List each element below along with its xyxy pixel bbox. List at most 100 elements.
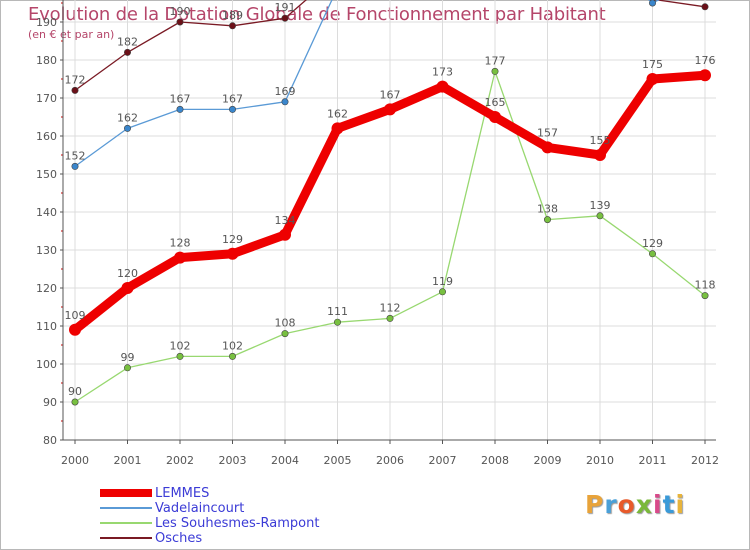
x-tick-label: 2010 [586, 454, 614, 467]
legend-label-vadelaincourt: Vadelaincourt [155, 500, 245, 516]
data-label-lemmes: 109 [65, 309, 86, 322]
chart-subtitle: (en € et par an) [28, 28, 115, 41]
proxiti-logo: Proxiti [585, 490, 685, 519]
data-point-lemmes [646, 73, 659, 85]
data-point-osches [229, 22, 237, 30]
data-label-lemmes: 128 [170, 237, 191, 250]
data-point-les-souhesmes-rampont [438, 288, 446, 296]
data-point-les-souhesmes-rampont [124, 364, 132, 372]
data-label-lemmes: 175 [642, 58, 663, 71]
data-label-vadelaincourt: 162 [117, 111, 138, 124]
y-tick-label: 150 [36, 168, 57, 181]
x-tick-label: 2006 [376, 454, 404, 467]
data-label-les-souhesmes-rampont: 99 [121, 351, 135, 364]
data-label-vadelaincourt: 152 [65, 149, 86, 162]
x-tick-label: 2012 [691, 454, 719, 467]
legend-swatch-vadelaincourt [100, 507, 152, 509]
y-tick-label: 160 [36, 130, 57, 143]
data-point-les-souhesmes-rampont [701, 292, 709, 300]
data-label-vadelaincourt: 167 [170, 92, 191, 105]
data-point-lemmes [699, 69, 711, 82]
data-point-lemmes [331, 122, 344, 135]
data-point-lemmes [174, 251, 186, 264]
data-point-osches [176, 18, 184, 26]
logo-letter: x [635, 490, 653, 519]
data-point-les-souhesmes-rampont [281, 330, 289, 338]
data-point-les-souhesmes-rampont [333, 318, 341, 326]
data-point-les-souhesmes-rampont [543, 216, 551, 224]
data-label-lemmes: 173 [432, 66, 453, 79]
data-label-les-souhesmes-rampont: 111 [327, 305, 348, 318]
data-label-vadelaincourt: 169 [275, 85, 296, 98]
data-label-les-souhesmes-rampont: 102 [170, 339, 191, 352]
data-point-les-souhesmes-rampont [71, 398, 79, 406]
data-point-lemmes [226, 247, 239, 260]
data-point-vadelaincourt [649, 0, 656, 7]
data-point-vadelaincourt [176, 105, 184, 113]
legend-label-les-souhesmes-rampont: Les Souhesmes-Rampont [155, 515, 320, 531]
logo-letter: i [675, 490, 686, 519]
data-label-les-souhesmes-rampont: 138 [537, 203, 558, 216]
data-label-les-souhesmes-rampont: 102 [222, 339, 243, 352]
legend-label-osches: Osches [155, 530, 203, 546]
data-point-les-souhesmes-rampont [596, 212, 604, 220]
y-tick-label: 120 [36, 282, 57, 295]
y-tick-label: 170 [36, 92, 57, 105]
data-label-lemmes: 155 [590, 134, 611, 147]
data-label-les-souhesmes-rampont: 118 [695, 279, 716, 292]
data-point-vadelaincourt [229, 105, 237, 113]
legend-item-les-souhesmes-rampont: Les Souhesmes-Rampont [100, 515, 320, 531]
data-point-les-souhesmes-rampont [176, 352, 184, 360]
legend-swatch-lemmes [100, 489, 152, 497]
data-point-lemmes [279, 228, 291, 241]
data-point-lemmes [436, 80, 449, 93]
data-label-osches: 194 [695, 0, 716, 3]
x-tick-label: 2009 [534, 454, 562, 467]
chart-title: Evolution de la Dotation Globale de Fonc… [28, 4, 606, 25]
data-point-lemmes [594, 149, 606, 161]
y-tick-label: 180 [36, 54, 57, 67]
logo-letter: r [604, 490, 618, 519]
y-tick-label: 110 [36, 320, 57, 333]
data-label-lemmes: 176 [695, 54, 716, 67]
data-point-osches [71, 86, 79, 94]
x-tick-label: 2002 [166, 454, 194, 467]
y-tick-label: 90 [43, 396, 57, 409]
legend-swatch-osches [100, 537, 152, 539]
data-point-vadelaincourt [124, 124, 132, 132]
data-point-vadelaincourt [281, 98, 289, 106]
legend-swatch-les-souhesmes-rampont [100, 522, 152, 524]
y-tick-label: 100 [36, 358, 57, 371]
logo-letter: i [653, 490, 663, 519]
data-label-osches: 172 [65, 73, 86, 86]
data-point-les-souhesmes-rampont [648, 250, 656, 258]
data-point-lemmes [489, 111, 501, 123]
x-tick-label: 2011 [639, 454, 667, 467]
data-point-osches [124, 48, 132, 56]
x-tick-label: 2001 [114, 454, 142, 467]
y-tick-label: 80 [43, 434, 57, 447]
legend-item-osches: Osches [100, 530, 203, 546]
data-point-vadelaincourt [71, 162, 79, 170]
data-label-les-souhesmes-rampont: 112 [380, 301, 401, 314]
data-label-osches: 191 [275, 1, 296, 14]
data-point-lemmes [121, 282, 134, 294]
data-label-lemmes: 162 [327, 107, 348, 120]
x-tick-label: 2005 [324, 454, 352, 467]
data-point-osches [701, 3, 709, 11]
data-label-osches: 190 [170, 5, 191, 18]
data-label-les-souhesmes-rampont: 119 [432, 275, 453, 288]
data-label-les-souhesmes-rampont: 177 [485, 54, 506, 67]
x-tick-label: 2007 [429, 454, 457, 467]
y-tick-label: 140 [36, 206, 57, 219]
data-label-les-souhesmes-rampont: 129 [642, 237, 663, 250]
y-tick-label: 130 [36, 244, 57, 257]
data-label-les-souhesmes-rampont: 139 [590, 199, 611, 212]
data-label-osches: 189 [222, 9, 243, 22]
data-label-osches: 182 [117, 35, 138, 48]
x-tick-label: 2003 [219, 454, 247, 467]
logo-letter: o [617, 490, 636, 519]
data-point-les-souhesmes-rampont [229, 352, 237, 360]
data-label-lemmes: 167 [380, 88, 401, 101]
